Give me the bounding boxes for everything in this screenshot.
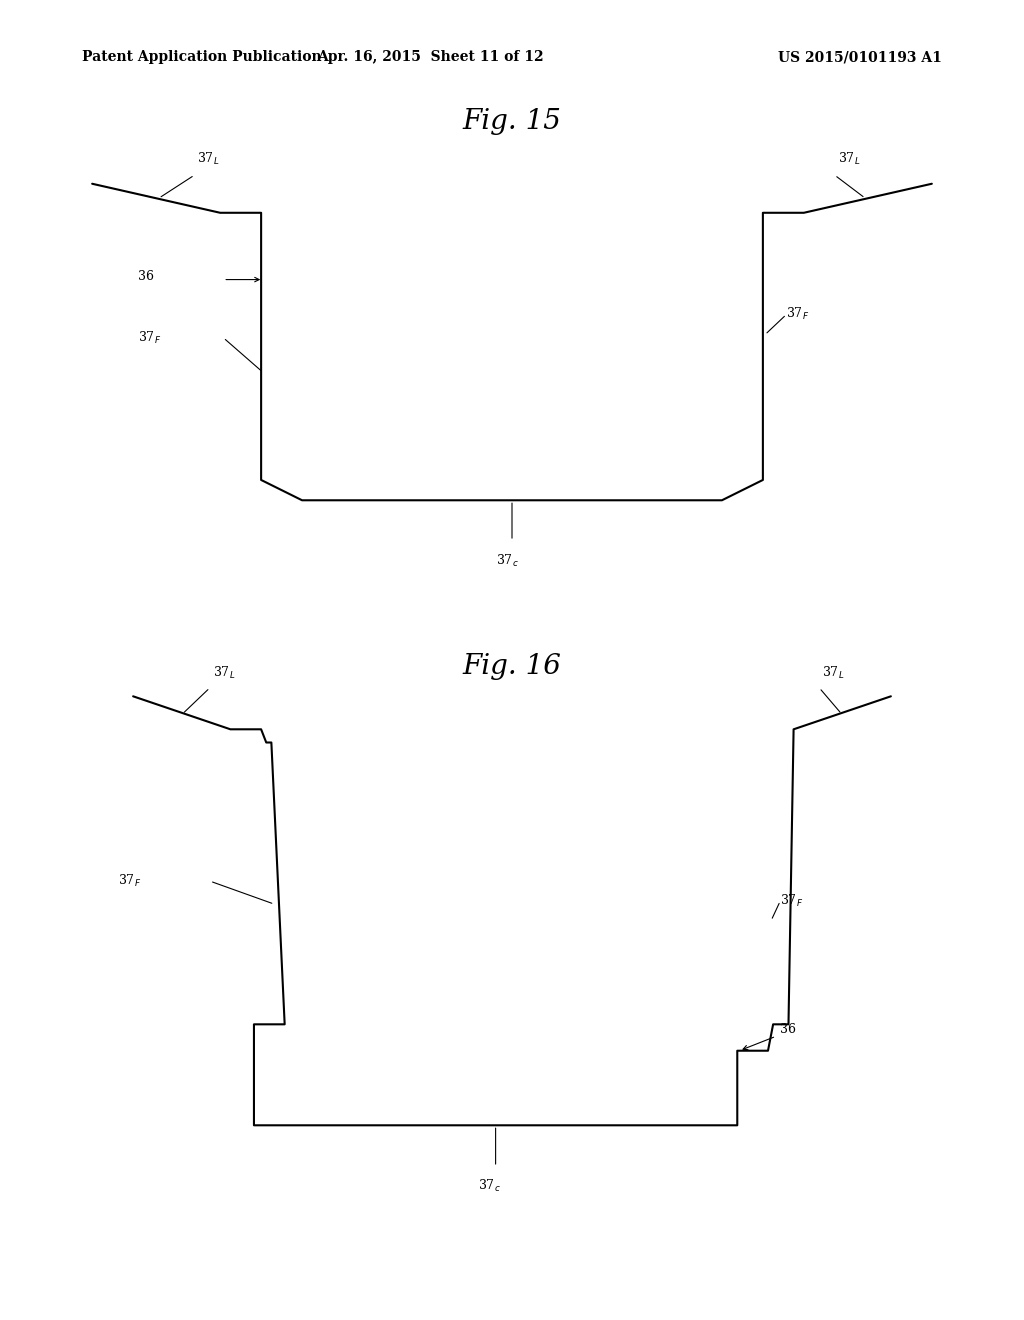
Text: 37$_c$: 37$_c$ xyxy=(496,553,518,569)
Text: Apr. 16, 2015  Sheet 11 of 12: Apr. 16, 2015 Sheet 11 of 12 xyxy=(316,50,544,65)
Text: 36: 36 xyxy=(138,271,155,284)
Text: 37$_F$: 37$_F$ xyxy=(780,892,804,909)
Text: Fig. 16: Fig. 16 xyxy=(463,653,561,680)
Text: 36: 36 xyxy=(780,1023,797,1036)
Text: Patent Application Publication: Patent Application Publication xyxy=(82,50,322,65)
Text: 37$_L$: 37$_L$ xyxy=(838,152,860,168)
Text: Fig. 15: Fig. 15 xyxy=(463,108,561,135)
Text: 37$_F$: 37$_F$ xyxy=(786,306,810,322)
Text: US 2015/0101193 A1: US 2015/0101193 A1 xyxy=(778,50,942,65)
Text: 37$_c$: 37$_c$ xyxy=(478,1179,501,1195)
Text: 37$_L$: 37$_L$ xyxy=(213,665,236,681)
Text: 37$_L$: 37$_L$ xyxy=(197,152,219,168)
Text: 37$_F$: 37$_F$ xyxy=(138,330,162,346)
Text: 37$_L$: 37$_L$ xyxy=(822,665,845,681)
Text: 37$_F$: 37$_F$ xyxy=(118,873,141,890)
